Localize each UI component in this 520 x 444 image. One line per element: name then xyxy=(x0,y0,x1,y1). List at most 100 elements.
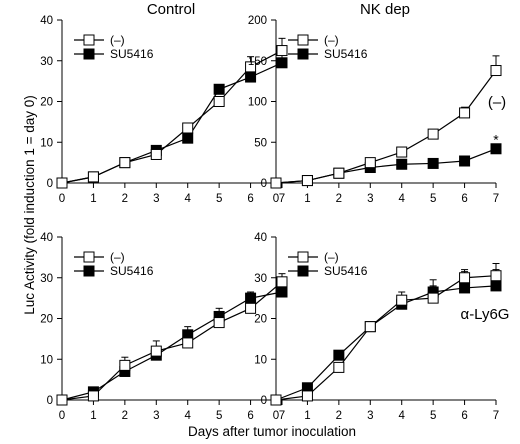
y-tick-label: 30 xyxy=(40,273,53,285)
data-point-su5416 xyxy=(276,286,288,298)
x-tick-label: 7 xyxy=(279,410,285,422)
legend-label-su5416: SU5416 xyxy=(324,264,368,278)
data-point-su5416 xyxy=(459,282,471,294)
x-tick-label: 3 xyxy=(367,410,373,422)
legend-label-su5416: SU5416 xyxy=(110,47,154,61)
legend-label-none: (–) xyxy=(324,250,339,264)
x-tick-label: 7 xyxy=(493,410,499,422)
data-point-none xyxy=(245,302,257,314)
data-point-none xyxy=(427,128,439,140)
data-point-none xyxy=(459,272,471,284)
x-tick-label: 5 xyxy=(216,193,222,205)
data-point-none xyxy=(56,177,68,189)
significance-marker: * xyxy=(493,132,499,148)
x-tick-label: 4 xyxy=(399,193,406,205)
y-tick-label: 40 xyxy=(254,232,267,244)
data-point-none xyxy=(213,96,225,107)
x-tick-label: 5 xyxy=(216,410,222,422)
x-tick-label: 5 xyxy=(430,193,436,205)
legend-label-none: (–) xyxy=(110,250,125,264)
data-point-none xyxy=(459,107,471,119)
data-point-su5416 xyxy=(213,83,225,95)
data-point-none xyxy=(150,345,162,357)
chart-panel-top-left: 0 10 20 30 40 0 1 2 3 4 5 6 7 (–)SU5416 xyxy=(40,15,288,205)
data-point-none xyxy=(427,292,439,304)
y-tick-label: 30 xyxy=(40,56,53,68)
data-point-su5416 xyxy=(459,155,471,167)
y-tick-label: 0 xyxy=(261,395,267,407)
row-title-none: (–) xyxy=(488,94,506,111)
x-tick-label: 0 xyxy=(273,410,279,422)
y-tick-label: 10 xyxy=(40,137,53,149)
data-point-none xyxy=(490,270,502,282)
chart-panel-top-right: 0 50 100 150 200 0 1 2 3 4 5 6 7 (–)SU5416 * xyxy=(248,15,502,205)
legend-marker-su5416 xyxy=(83,48,95,60)
legend-marker-none xyxy=(83,34,95,46)
x-axis-title: Days after tumor inoculation xyxy=(188,424,356,439)
y-tick-label: 30 xyxy=(254,273,267,285)
x-tick-label: 5 xyxy=(430,410,436,422)
data-point-none xyxy=(333,361,345,373)
data-point-none xyxy=(301,175,313,187)
data-point-none xyxy=(182,122,194,134)
x-tick-label: 6 xyxy=(247,193,253,205)
data-point-su5416 xyxy=(276,57,288,69)
data-point-none xyxy=(119,157,131,169)
column-title-control: Control xyxy=(147,1,195,18)
x-tick-label: 3 xyxy=(153,193,159,205)
data-point-none xyxy=(182,337,194,349)
data-point-su5416 xyxy=(396,158,408,170)
row-title-ly6g: α-Ly6G xyxy=(461,306,510,323)
y-tick-label: 40 xyxy=(40,15,53,27)
data-point-none xyxy=(276,45,288,57)
chart-panel-bottom-left: 0 10 20 30 40 0 1 2 3 4 5 6 7 (–)SU5416 xyxy=(40,232,288,422)
y-tick-label: 0 xyxy=(261,178,267,190)
chart-panel-bottom-right: 0 10 20 30 40 0 1 2 3 4 5 6 7 (–)SU5416 xyxy=(254,232,502,422)
legend-label-su5416: SU5416 xyxy=(110,264,154,278)
x-tick-label: 4 xyxy=(185,193,192,205)
x-tick-label: 0 xyxy=(273,193,279,205)
x-tick-label: 7 xyxy=(279,193,285,205)
legend-marker-none xyxy=(297,251,309,263)
data-point-su5416 xyxy=(490,143,502,155)
data-point-none xyxy=(150,148,162,160)
y-tick-label: 10 xyxy=(40,354,53,366)
x-tick-label: 2 xyxy=(336,193,342,205)
x-tick-label: 3 xyxy=(153,410,159,422)
data-point-none xyxy=(245,61,257,73)
x-tick-label: 4 xyxy=(185,410,192,422)
x-tick-label: 3 xyxy=(367,193,373,205)
x-tick-label: 2 xyxy=(336,410,342,422)
data-point-su5416 xyxy=(245,71,257,83)
x-tick-label: 7 xyxy=(493,193,499,205)
column-title-nk-dep: NK dep xyxy=(360,1,410,18)
legend-label-none: (–) xyxy=(110,33,125,47)
series-line-none xyxy=(275,275,497,401)
data-point-none xyxy=(119,359,131,371)
y-tick-label: 150 xyxy=(248,56,267,68)
y-tick-label: 0 xyxy=(47,178,53,190)
data-point-su5416 xyxy=(427,157,439,169)
data-point-none xyxy=(364,321,376,333)
y-tick-label: 20 xyxy=(254,314,267,326)
legend-marker-none xyxy=(83,251,95,263)
x-tick-label: 1 xyxy=(90,410,96,422)
data-point-su5416 xyxy=(333,349,345,361)
data-point-none xyxy=(333,167,345,179)
x-tick-label: 1 xyxy=(90,193,96,205)
x-tick-label: 6 xyxy=(461,193,467,205)
x-tick-label: 0 xyxy=(59,193,65,205)
data-point-none xyxy=(396,146,408,158)
data-point-none xyxy=(87,171,99,183)
data-point-none xyxy=(364,157,376,169)
y-tick-label: 10 xyxy=(254,354,267,366)
y-tick-label: 200 xyxy=(248,15,267,27)
y-tick-label: 20 xyxy=(40,314,53,326)
legend-marker-su5416 xyxy=(297,48,309,60)
legend-marker-none xyxy=(297,34,309,46)
x-tick-label: 6 xyxy=(461,410,467,422)
data-point-none xyxy=(270,177,282,189)
data-point-none xyxy=(213,317,225,329)
y-tick-label: 20 xyxy=(40,97,53,109)
y-tick-label: 0 xyxy=(47,395,53,407)
